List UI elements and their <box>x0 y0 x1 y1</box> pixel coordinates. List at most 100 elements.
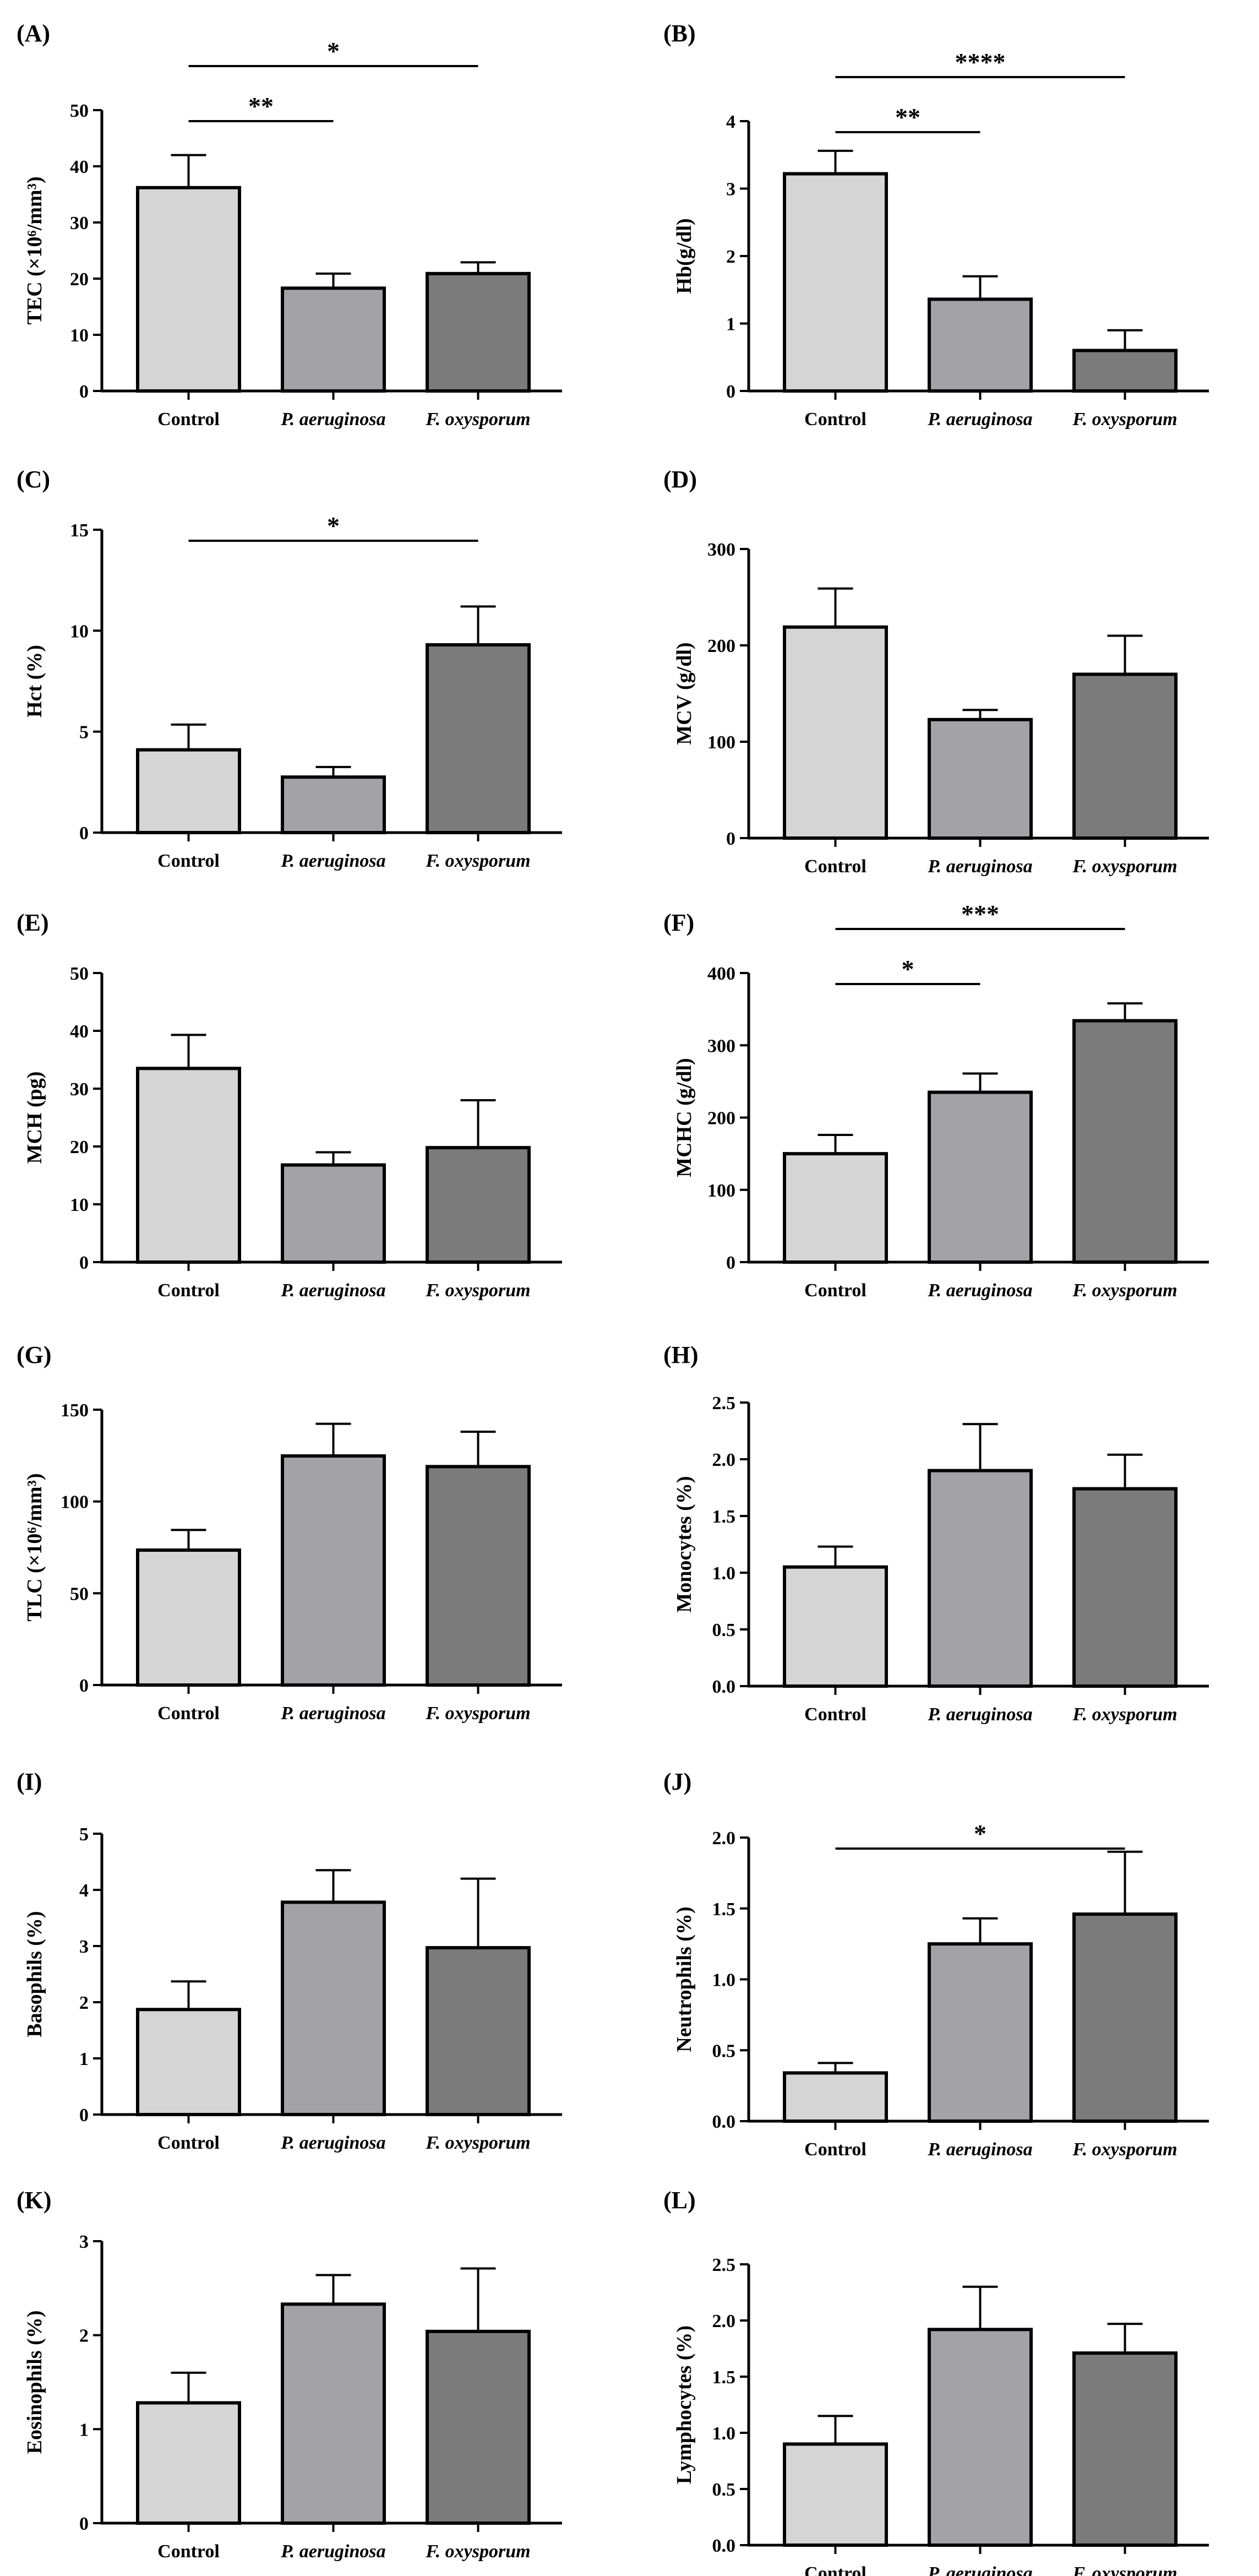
y-tick-label: 100 <box>707 1181 735 1201</box>
bar-control <box>783 2071 888 2123</box>
y-tick-label: 2.0 <box>712 1828 736 1849</box>
category-label: F. oxysporum <box>1072 856 1177 877</box>
significance-label: ** <box>248 92 274 120</box>
bar-p-aeruginosa <box>281 286 386 393</box>
bar-p-aeruginosa <box>281 1163 386 1264</box>
y-tick-label: 0 <box>726 382 735 402</box>
bar-f-oxysporum <box>426 2329 531 2525</box>
bar-p-aeruginosa <box>928 2328 1033 2547</box>
y-tick-label: 0 <box>726 829 735 849</box>
category-label: P. aeruginosa <box>280 2541 385 2562</box>
panel-label: (E) <box>17 909 49 936</box>
category-label: Control <box>804 2563 866 2576</box>
y-tick-label: 1.5 <box>712 2367 736 2388</box>
category-label: F. oxysporum <box>1072 2139 1177 2160</box>
y-tick-label: 1.0 <box>712 1563 736 1584</box>
category-label: P. aeruginosa <box>927 1704 1032 1725</box>
y-tick-label: 0 <box>79 823 89 844</box>
y-axis-title: Hct (%) <box>23 645 46 718</box>
y-tick-label: 0.5 <box>712 2041 736 2061</box>
y-tick-label: 50 <box>70 964 89 984</box>
significance-label: * <box>974 1819 987 1847</box>
y-tick-label: 1 <box>79 2420 89 2440</box>
bar-f-oxysporum <box>426 1946 531 2117</box>
chart-panel-f: (F) 0 100 200 300 400 MCHC (g/dl) Control P. aer… <box>663 900 1209 1301</box>
chart-panel-i: (I) 0 1 2 3 4 5 Basophils (%) Control P. aerugino… <box>17 1768 562 2153</box>
y-tick-label: 0.0 <box>712 2112 736 2132</box>
panel-label: (I) <box>17 1768 42 1795</box>
bar-p-aeruginosa <box>281 1900 386 2116</box>
bar-p-aeruginosa <box>281 2302 386 2525</box>
category-label: P. aeruginosa <box>927 2563 1032 2576</box>
category-label: F. oxysporum <box>1072 1280 1177 1301</box>
y-tick-label: 0.5 <box>712 1620 736 1640</box>
y-tick-label: 0.0 <box>712 2536 736 2556</box>
bar-control <box>783 172 888 393</box>
category-label: P. aeruginosa <box>927 856 1032 877</box>
y-tick-label: 1 <box>79 2049 89 2069</box>
chart-panel-e: (E) 0 10 20 30 40 50 MCH (pg) Control P. aerugino… <box>17 909 562 1301</box>
y-tick-label: 40 <box>70 1021 89 1042</box>
bar-p-aeruginosa <box>928 718 1033 840</box>
y-tick-label: 0 <box>726 1253 735 1273</box>
significance-label: **** <box>955 48 1006 76</box>
y-tick-label: 20 <box>70 269 89 290</box>
category-label: F. oxysporum <box>425 1703 530 1724</box>
y-tick-label: 2.5 <box>712 1393 736 1414</box>
category-label: P. aeruginosa <box>280 1703 385 1724</box>
bar-p-aeruginosa <box>281 775 386 834</box>
y-tick-label: 200 <box>707 636 735 656</box>
y-tick-label: 50 <box>70 101 89 121</box>
y-tick-label: 4 <box>79 1881 89 1901</box>
y-tick-label: 3 <box>79 1937 89 1957</box>
y-tick-label: 3 <box>726 180 735 200</box>
y-tick-label: 0 <box>79 2514 89 2534</box>
bar-f-oxysporum <box>1072 1912 1178 2123</box>
chart-panel-l: (L) 0.0 0.5 1.0 1.5 2.0 2.5 Lymphocytes (%) Cont… <box>663 2187 1209 2576</box>
category-label: Control <box>804 2139 866 2160</box>
y-tick-label: 40 <box>70 157 89 177</box>
category-label: Control <box>157 1703 220 1724</box>
category-label: Control <box>157 851 220 871</box>
y-axis-title: MCH (pg) <box>23 1072 46 1164</box>
panel-label: (C) <box>17 466 50 493</box>
y-axis-title: TLC (×10⁶/mm³) <box>23 1473 46 1621</box>
category-label: F. oxysporum <box>425 2541 530 2562</box>
category-label: Control <box>157 1280 220 1301</box>
category-label: P. aeruginosa <box>927 409 1032 430</box>
category-label: F. oxysporum <box>1072 2563 1177 2576</box>
category-label: P. aeruginosa <box>280 2133 385 2153</box>
panel-label: (L) <box>663 2187 696 2214</box>
y-axis-title: Eosinophils (%) <box>23 2311 46 2454</box>
panel-label: (D) <box>663 466 697 493</box>
y-tick-label: 1.0 <box>712 1970 736 1991</box>
panel-label: (K) <box>17 2187 52 2214</box>
y-tick-label: 1.0 <box>712 2423 736 2444</box>
y-tick-label: 0.0 <box>712 1677 736 1697</box>
y-tick-label: 10 <box>70 325 89 346</box>
y-tick-label: 2.0 <box>712 1450 736 1470</box>
significance-label: *** <box>961 900 999 928</box>
bar-p-aeruginosa <box>928 1942 1033 2123</box>
y-tick-label: 0 <box>79 1253 89 1273</box>
significance-label: * <box>327 37 340 65</box>
y-axis-title: Basophils (%) <box>23 1911 46 2037</box>
significance-label: * <box>327 512 340 540</box>
category-label: F. oxysporum <box>1072 1704 1177 1725</box>
y-tick-label: 0 <box>79 1676 89 1696</box>
y-tick-label: 300 <box>707 540 735 560</box>
y-tick-label: 1.5 <box>712 1507 736 1527</box>
y-tick-label: 30 <box>70 213 89 233</box>
panel-label: (G) <box>17 1341 52 1368</box>
y-tick-label: 2 <box>726 247 735 267</box>
y-axis-title: Monocytes (%) <box>673 1476 696 1613</box>
y-tick-label: 4 <box>726 112 735 132</box>
bar-p-aeruginosa <box>928 1090 1033 1264</box>
bar-control <box>783 2442 888 2547</box>
y-axis-title: TEC (×10⁶/mm³) <box>23 176 46 324</box>
y-tick-label: 5 <box>79 722 89 743</box>
y-tick-label: 1.5 <box>712 1899 736 1920</box>
y-tick-label: 100 <box>707 732 735 753</box>
category-label: P. aeruginosa <box>927 1280 1032 1301</box>
y-tick-label: 3 <box>79 2232 89 2252</box>
